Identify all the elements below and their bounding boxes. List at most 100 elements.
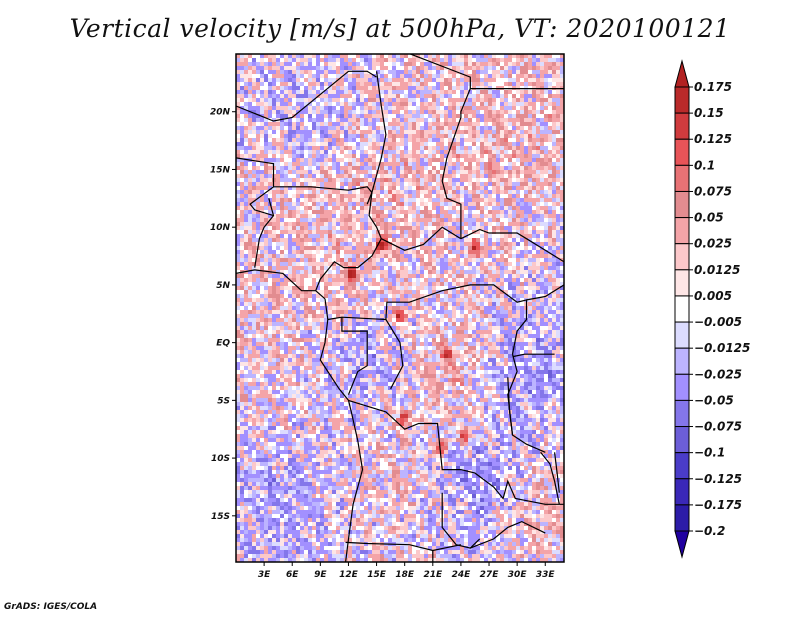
field-cell [408,130,412,134]
field-cell [472,82,476,86]
field-cell [344,162,348,166]
field-cell [244,246,248,250]
field-cell [492,178,496,182]
field-cell [528,158,532,162]
field-cell [560,74,564,78]
field-cell [432,258,436,262]
field-cell [460,206,464,210]
field-cell [508,158,512,162]
field-cell [256,178,260,182]
field-cell [248,62,252,66]
field-cell [512,70,516,74]
field-cell [496,118,500,122]
field-cell [364,202,368,206]
field-cell [560,114,564,118]
field-cell [380,142,384,146]
field-cell [376,194,380,198]
field-cell [456,82,460,86]
field-cell [548,118,552,122]
field-cell [552,202,556,206]
field-cell [420,158,424,162]
field-cell [432,230,436,234]
field-cell [340,314,344,318]
field-cell [296,326,300,330]
field-cell [504,126,508,130]
field-cell [492,258,496,262]
field-cell [284,306,288,310]
field-cell [312,90,316,94]
field-cell [356,194,360,198]
field-cell [428,110,432,114]
field-cell [352,278,356,282]
field-cell [292,66,296,70]
field-cell [324,194,328,198]
field-cell [364,274,368,278]
field-cell [392,178,396,182]
field-cell [520,118,524,122]
field-cell [448,106,452,110]
field-cell [332,106,336,110]
field-cell [268,102,272,106]
field-cell [304,242,308,246]
field-cell [416,222,420,226]
field-cell [360,58,364,62]
field-cell [468,166,472,170]
field-cell [544,178,548,182]
field-cell [556,122,560,126]
field-cell [480,138,484,142]
field-cell [404,302,408,306]
field-cell [412,90,416,94]
field-cell [420,222,424,226]
field-cell [248,274,252,278]
field-cell [500,186,504,190]
field-cell [516,114,520,118]
field-cell [300,110,304,114]
field-cell [476,202,480,206]
field-cell [332,62,336,66]
field-cell [436,150,440,154]
field-cell [308,78,312,82]
field-cell [264,322,268,326]
field-cell [344,62,348,66]
field-cell [444,54,448,58]
field-cell [560,250,564,254]
field-cell [372,110,376,114]
field-cell [276,198,280,202]
field-cell [388,222,392,226]
field-cell [364,74,368,78]
field-cell [296,142,300,146]
field-cell [316,318,320,322]
field-cell [484,166,488,170]
field-cell [508,278,512,282]
field-cell [496,158,500,162]
field-cell [500,102,504,106]
field-cell [472,70,476,74]
field-cell [460,86,464,90]
field-cell [524,122,528,126]
field-cell [484,66,488,70]
field-cell [476,294,480,298]
field-cell [544,238,548,242]
field-cell [280,170,284,174]
field-cell [268,142,272,146]
field-cell [500,114,504,118]
field-cell [544,258,548,262]
field-cell [308,286,312,290]
field-cell [412,150,416,154]
field-cell [532,94,536,98]
field-cell [536,150,540,154]
field-cell [464,294,468,298]
field-cell [268,286,272,290]
field-cell [360,242,364,246]
field-cell [436,58,440,62]
field-cell [560,98,564,102]
field-cell [344,142,348,146]
field-cell [404,314,408,318]
field-cell [432,154,436,158]
field-cell [256,110,260,114]
field-cell [396,194,400,198]
field-cell [412,238,416,242]
field-cell [552,194,556,198]
field-cell [272,326,276,330]
field-cell [388,246,392,250]
